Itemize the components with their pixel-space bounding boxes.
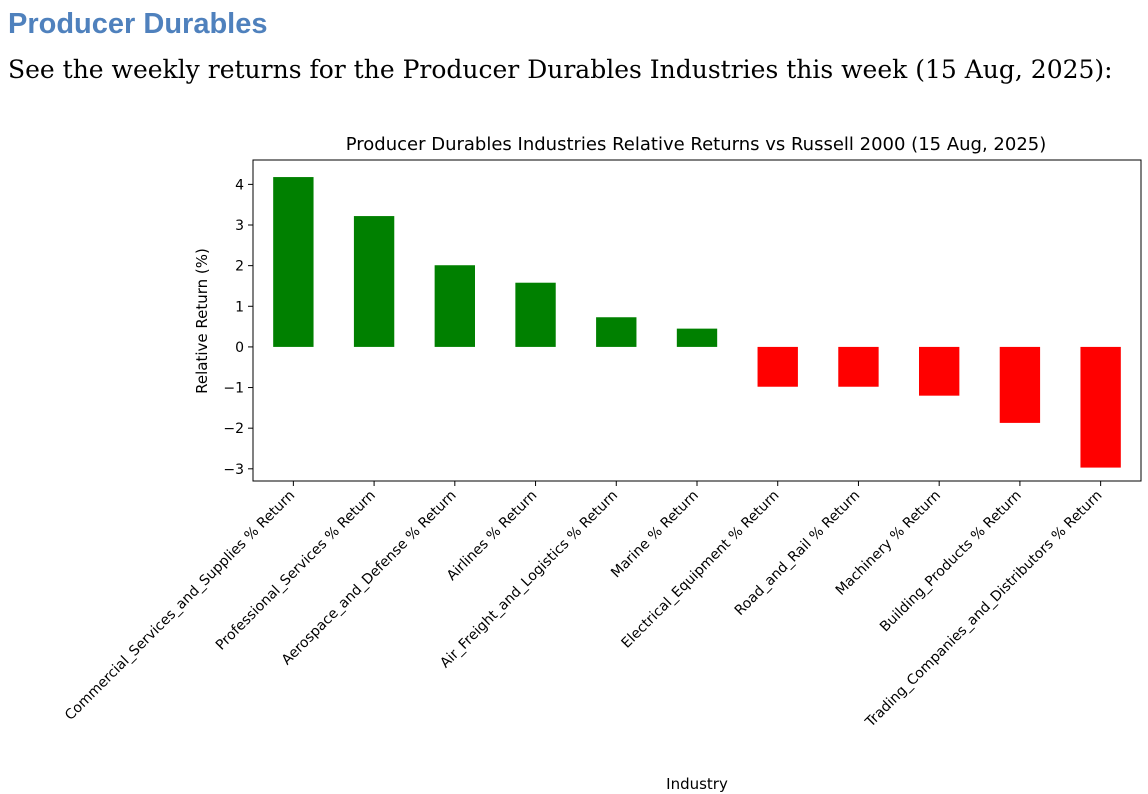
y-tick-label: 3 <box>235 218 244 234</box>
chart-title: Producer Durables Industries Relative Re… <box>346 134 1047 155</box>
x-tick-label: Electrical_Equipment % Return <box>618 488 782 652</box>
intro-text: See the weekly returns for the Producer … <box>8 55 1113 84</box>
y-tick-label: 0 <box>235 340 244 356</box>
bar-2 <box>353 216 395 347</box>
plot-frame <box>252 159 1142 482</box>
x-tick-label: Professional_Services % Return <box>213 488 379 654</box>
x-axis-label: Industry <box>666 775 728 793</box>
y-tick-label: −2 <box>223 421 244 437</box>
y-tick-label: 2 <box>235 259 244 275</box>
x-tick-label: Marine % Return <box>608 488 702 582</box>
y-axis-label: Relative Return (%) <box>193 248 211 394</box>
bar-3 <box>434 265 475 347</box>
y-tick-label: 1 <box>235 299 244 315</box>
bar-8 <box>838 346 879 387</box>
page-heading: Producer Durables <box>8 8 268 40</box>
y-tick-label: 4 <box>235 177 244 193</box>
bar-5 <box>596 317 637 347</box>
x-tick-label: Building_Products % Return <box>877 488 1025 636</box>
y-tick-label: −3 <box>223 462 244 478</box>
bar-6 <box>676 328 718 347</box>
bar-1 <box>273 177 314 347</box>
bar-10 <box>999 346 1041 423</box>
x-tick-label: Aerospace_and_Defense % Return <box>279 488 460 669</box>
bar-9 <box>919 346 960 396</box>
bar-7 <box>757 346 798 387</box>
bar-11 <box>1080 346 1121 468</box>
x-tick-label: Air_Freight_and_Logistics % Return <box>437 488 621 672</box>
bar-4 <box>515 282 556 347</box>
x-tick-label: Airlines % Return <box>444 488 540 584</box>
y-tick-label: −1 <box>223 381 244 397</box>
